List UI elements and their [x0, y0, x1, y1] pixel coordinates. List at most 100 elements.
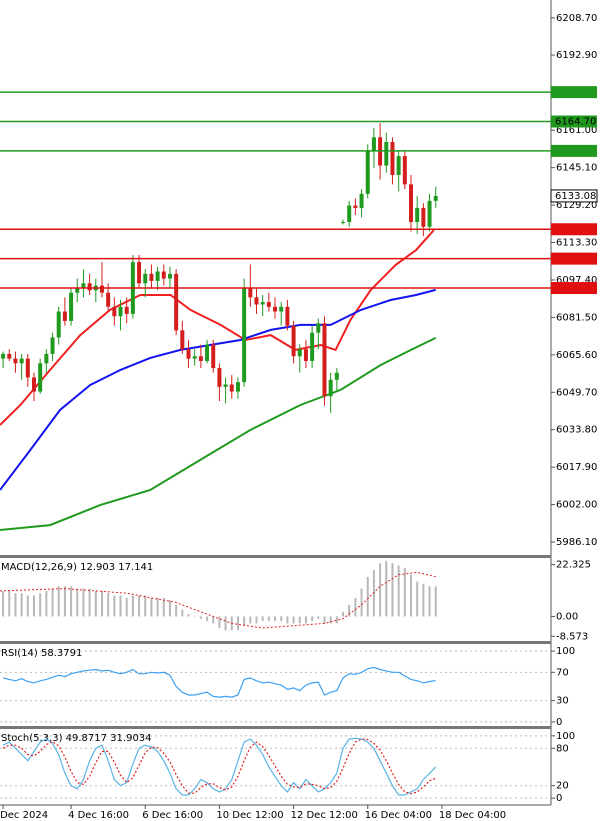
current-price-box — [550, 189, 598, 203]
x-tick-label: Dec 2024 — [0, 810, 48, 821]
candle-body — [390, 141, 395, 175]
macd-bar — [428, 586, 431, 617]
macd-bar — [63, 586, 66, 617]
candle-body — [254, 297, 259, 305]
y-tick-label: 6033.80 — [556, 425, 597, 436]
candle-body — [303, 349, 308, 361]
candle-body — [56, 311, 61, 338]
candle-body — [285, 306, 290, 326]
candle-body — [260, 302, 265, 305]
candle-body — [273, 306, 278, 312]
macd-bar — [261, 616, 264, 622]
x-tick-label: 4 Dec 16:00 — [68, 810, 129, 821]
macd-bar — [51, 588, 54, 617]
price-level-box — [551, 282, 597, 295]
current-price-label: 6133.08 — [555, 191, 596, 202]
candle-body — [279, 306, 284, 312]
macd-bar — [348, 604, 351, 617]
macd-bar — [156, 597, 159, 617]
macd-bar — [434, 586, 437, 617]
candle-body — [7, 353, 12, 359]
macd-bar — [45, 590, 48, 617]
macd-bar — [20, 593, 23, 617]
macd-bar — [416, 581, 419, 617]
indicator-line — [2, 666, 436, 698]
candle-body — [384, 141, 389, 166]
macd-bar — [88, 588, 91, 617]
candle-body — [1, 353, 6, 359]
candle-body — [235, 382, 240, 392]
macd-bar — [76, 588, 79, 617]
candle-body — [192, 356, 197, 359]
macd-bar — [379, 563, 382, 617]
candle-body — [371, 137, 376, 152]
candle-body — [19, 358, 24, 364]
macd-bar — [26, 595, 29, 617]
candle-body — [155, 271, 160, 281]
y-tick-label: 5986.10 — [556, 537, 597, 548]
macd-signal — [0, 571, 436, 629]
candle-body — [38, 363, 43, 392]
macd-bar — [144, 595, 147, 617]
x-tick-label: 18 Dec 04:00 — [439, 810, 506, 821]
macd-bar — [317, 616, 320, 619]
candle-body — [211, 344, 216, 369]
macd-bar — [267, 616, 270, 622]
macd-bar — [8, 590, 11, 617]
candle-body — [25, 358, 30, 378]
y-tick-label: 6129.20 — [556, 200, 597, 211]
macd-bar — [70, 586, 73, 617]
candle-body — [353, 205, 358, 208]
candle-body — [341, 222, 346, 224]
macd-bar — [162, 597, 165, 617]
macd-bar — [39, 593, 42, 617]
macd-bar — [187, 614, 190, 617]
candle-body — [161, 271, 166, 279]
macd-bar — [2, 590, 5, 617]
macd-bar — [360, 588, 363, 617]
candle-body — [44, 353, 49, 364]
macd-bar — [236, 616, 239, 631]
candle-body — [347, 205, 352, 223]
price-level-box — [551, 144, 597, 157]
macd-bar — [391, 563, 394, 617]
macd-bar — [304, 616, 307, 624]
x-tick-label: 10 Dec 12:00 — [216, 810, 283, 821]
candle-body — [124, 306, 129, 314]
y-tick-label: -8.573 — [556, 631, 588, 642]
candle-body — [81, 283, 86, 288]
candle-body — [174, 273, 179, 331]
price-level-box — [551, 115, 597, 128]
candle-body — [310, 332, 315, 361]
candle-body — [402, 156, 407, 185]
macd-bar — [193, 616, 196, 617]
macd-bar — [107, 593, 110, 617]
candle-body — [69, 292, 74, 321]
panel-separator — [0, 555, 551, 558]
macd-bar — [286, 616, 289, 624]
macd-bar — [224, 616, 227, 631]
candle-body — [149, 273, 154, 281]
candle-body — [167, 273, 172, 279]
y-tick-label: 6208.70 — [556, 13, 597, 24]
indicator-title: MACD(12,26,9) 12.903 17.141 — [1, 562, 153, 573]
indicator-title: Stoch(5,3,3) 49.8717 31.9034 — [1, 733, 152, 744]
macd-bar — [422, 583, 425, 617]
macd-bar — [397, 565, 400, 617]
macd-bar — [199, 616, 202, 619]
macd-bar — [335, 616, 338, 624]
macd-bar — [385, 560, 388, 617]
macd-bar — [57, 586, 60, 617]
candle-body — [396, 156, 401, 175]
macd-bar — [131, 595, 134, 617]
macd-bar — [274, 616, 277, 622]
macd-bar — [113, 595, 116, 617]
price-level-label: 6164.70 — [555, 117, 596, 128]
candle-body — [62, 311, 67, 321]
macd-bar — [119, 595, 122, 617]
macd-bar — [354, 597, 357, 617]
macd-bar — [175, 604, 178, 617]
macd-bar — [14, 593, 17, 617]
